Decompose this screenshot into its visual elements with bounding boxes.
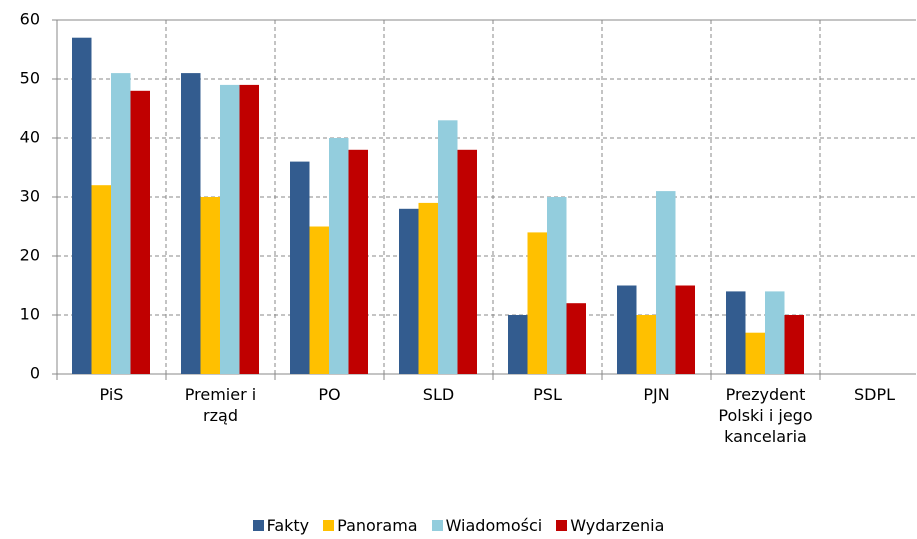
- bar: [438, 120, 458, 374]
- bar: [745, 332, 765, 374]
- legend-swatch: [556, 520, 568, 531]
- bar: [617, 285, 637, 374]
- x-tick-label: PO: [318, 385, 341, 404]
- bar: [329, 138, 349, 374]
- y-tick-label: 50: [20, 69, 40, 88]
- y-tick-label: 20: [20, 246, 40, 265]
- bar: [220, 84, 240, 375]
- legend: Fakty Panorama Wiadomości Wydarzenia: [0, 516, 917, 535]
- legend-swatch: [323, 520, 335, 531]
- bar: [309, 226, 329, 374]
- legend-item: Fakty: [252, 516, 310, 535]
- bar: [239, 84, 259, 375]
- bar: [130, 90, 150, 375]
- y-tick-label: 60: [20, 10, 40, 29]
- y-tick-label: 0: [30, 364, 40, 383]
- legend-item: Wydarzenia: [556, 516, 664, 535]
- bar: [675, 285, 695, 374]
- x-tick-label: SDPL: [853, 385, 896, 404]
- legend-label: Wiadomości: [445, 516, 543, 535]
- bar: [72, 37, 92, 374]
- bar: [636, 315, 656, 374]
- x-tick-label: Premier i rząd: [184, 385, 257, 425]
- bar: [399, 208, 419, 374]
- legend-label: Panorama: [337, 516, 418, 535]
- legend-swatch: [252, 520, 264, 531]
- bar: [200, 197, 220, 374]
- bar: [290, 161, 310, 374]
- bar: [784, 315, 804, 374]
- x-tick-label: PJN: [643, 385, 670, 404]
- bar: [457, 149, 477, 374]
- bar: [418, 202, 438, 374]
- bar: [547, 197, 567, 374]
- bar: [91, 185, 111, 374]
- bar: [726, 291, 746, 374]
- x-tick-label: Prezydent Polski i jego kancelaria: [718, 385, 813, 446]
- bar: [508, 315, 528, 374]
- bar: [656, 191, 676, 374]
- legend-label: Wydarzenia: [570, 516, 665, 535]
- x-tick-label: PSL: [533, 385, 562, 404]
- bar: [181, 73, 201, 374]
- x-tick-label: SLD: [422, 385, 455, 404]
- legend-item: Panorama: [323, 516, 418, 535]
- bar: [348, 149, 368, 374]
- legend-label: Fakty: [266, 516, 310, 535]
- y-tick-label: 30: [20, 187, 40, 206]
- x-tick-label: PiS: [99, 385, 124, 404]
- bar: [527, 232, 547, 374]
- bar: [566, 303, 586, 374]
- y-tick-label: 40: [20, 128, 40, 147]
- y-tick-label: 10: [20, 305, 40, 324]
- bar: [765, 291, 785, 374]
- bar: [111, 73, 131, 374]
- legend-swatch: [431, 520, 443, 531]
- legend-item: Wiadomości: [431, 516, 543, 535]
